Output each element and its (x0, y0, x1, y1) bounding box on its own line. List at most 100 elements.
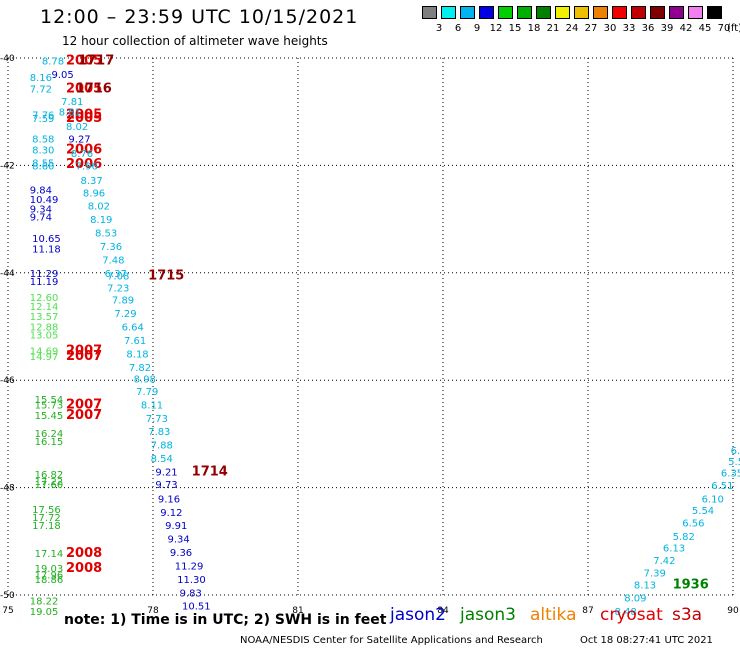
x-tick-label: 90 (727, 606, 739, 616)
scale-label: 45 (698, 23, 712, 34)
scale-swatch (498, 6, 513, 19)
scale-label: 21 (546, 23, 560, 34)
timestamp-text: Oct 18 08:27:41 UTC 2021 (580, 635, 713, 646)
scale-swatch (441, 6, 456, 19)
wave-height-value: 8.54 (151, 454, 173, 465)
wave-height-value: 8.96 (83, 188, 105, 199)
wave-height-value: 9.16 (158, 494, 180, 505)
wave-height-value: 12.60 (30, 293, 59, 304)
wave-height-value: 14.97 (30, 352, 59, 363)
time-label: 2005 (66, 107, 102, 122)
wave-height-value: 8.30 (32, 145, 54, 156)
wave-height-value: 6.56 (682, 519, 704, 530)
time-label: 2008 (66, 546, 102, 561)
scale-label: 36 (641, 23, 655, 34)
satellite-legend-item: jason2 (390, 605, 446, 625)
wave-height-value: 19.03 (35, 564, 64, 575)
wave-height-value: 9.91 (165, 521, 187, 532)
wave-height-value: 7.08 (107, 271, 129, 282)
scale-swatch (536, 6, 551, 19)
wave-height-value: 16.15 (35, 437, 64, 448)
y-tick-label: -42 (0, 161, 15, 171)
wave-height-value: 11.19 (30, 277, 59, 288)
wave-height-value: 17.14 (35, 549, 64, 560)
wave-height-value: 11.29 (30, 269, 59, 280)
time-label: 1717 (78, 54, 114, 69)
wave-height-value: 9.74 (30, 212, 52, 223)
wave-height-value: 7.82 (129, 363, 151, 374)
time-label: 2006 (66, 142, 102, 157)
scale-swatch (479, 6, 494, 19)
y-tick-label: -48 (0, 484, 15, 494)
scale-label: 18 (527, 23, 541, 34)
wave-height-value: 17.22 (35, 477, 64, 488)
scale-label: 9 (473, 23, 481, 34)
time-label: 2005 (66, 111, 102, 126)
time-label: 1936 (673, 577, 709, 592)
wave-height-value: 7.73 (146, 414, 168, 425)
scale-swatch (574, 6, 589, 19)
wave-height-value: 7.79 (136, 387, 158, 398)
scale-swatch (460, 6, 475, 19)
wave-height-value: 6.37 (105, 269, 127, 280)
wave-height-value: 8.48 (615, 607, 637, 618)
time-label: 1715 (148, 268, 184, 283)
wave-height-value: 7.23 (107, 283, 129, 294)
scale-swatch (612, 6, 627, 19)
wave-height-value: 8.16 (30, 73, 52, 84)
credit-text: NOAA/NESDIS Center for Satellite Applica… (240, 635, 543, 646)
wave-height-value: 8.98 (134, 375, 156, 386)
scale-label: 6 (454, 23, 462, 34)
time-label: 2006 (66, 157, 102, 172)
x-tick-label: 75 (2, 606, 13, 616)
scale-label: 42 (679, 23, 693, 34)
scale-label: 33 (622, 23, 636, 34)
wave-height-value: 7.29 (114, 309, 136, 320)
wave-height-value: 12.14 (30, 302, 59, 313)
x-tick-label: 87 (582, 606, 593, 616)
wave-height-value: 17.56 (32, 505, 61, 516)
wave-height-value: 6.35 (721, 469, 740, 480)
wave-height-value: 7.88 (151, 441, 173, 452)
wave-height-value: 9.21 (155, 467, 177, 478)
wave-height-value: 14.69 (30, 347, 59, 358)
wave-height-value: 9.12 (160, 508, 182, 519)
wave-height-value: 17.72 (32, 513, 61, 524)
wave-height-value: 8.18 (126, 349, 148, 360)
wave-height-value: 13.57 (30, 312, 59, 323)
scale-swatch (707, 6, 722, 19)
wave-height-value: 15.45 (35, 411, 64, 422)
scale-swatch (555, 6, 570, 19)
wave-height-value: 9.34 (30, 204, 52, 215)
time-label: 2007 (66, 408, 102, 423)
wave-height-value: 9.36 (170, 548, 192, 559)
footer-note: note: 1) Time is in UTC; 2) SWH is in fe… (64, 612, 387, 628)
wave-height-value: 8.09 (624, 594, 646, 605)
wave-height-value: 5.82 (673, 532, 695, 543)
wave-height-value: 9.05 (52, 70, 74, 81)
wave-height-value: 8.19 (90, 215, 112, 226)
wave-height-value: 8.61 (59, 108, 81, 119)
wave-height-value: 9.34 (168, 535, 190, 546)
wave-height-value: 7.39 (644, 568, 666, 579)
scale-label: 39 (660, 23, 674, 34)
x-tick-label: 84 (437, 606, 449, 616)
wave-height-value: 15.54 (35, 395, 64, 406)
scale-swatch (688, 6, 703, 19)
wave-height-value: 11.18 (32, 245, 61, 256)
scale-label: 24 (565, 23, 579, 34)
scale-label: 27 (584, 23, 598, 34)
wave-height-value: 10.51 (182, 602, 211, 613)
scale-swatch (631, 6, 646, 19)
wave-height-value: 9.27 (68, 135, 90, 146)
wave-height-value: 8.76 (71, 149, 93, 160)
wave-height-value: 7.36 (100, 242, 122, 253)
wave-height-value: 10.49 (30, 195, 59, 206)
scale-label: 70 (717, 23, 731, 34)
wave-height-value: 7.83 (148, 427, 170, 438)
wave-height-value: 8.02 (88, 202, 110, 213)
wave-height-value: 6.51 (711, 481, 733, 492)
wave-height-value: 7.42 (653, 556, 675, 567)
wave-height-value: 8.58 (32, 135, 54, 146)
